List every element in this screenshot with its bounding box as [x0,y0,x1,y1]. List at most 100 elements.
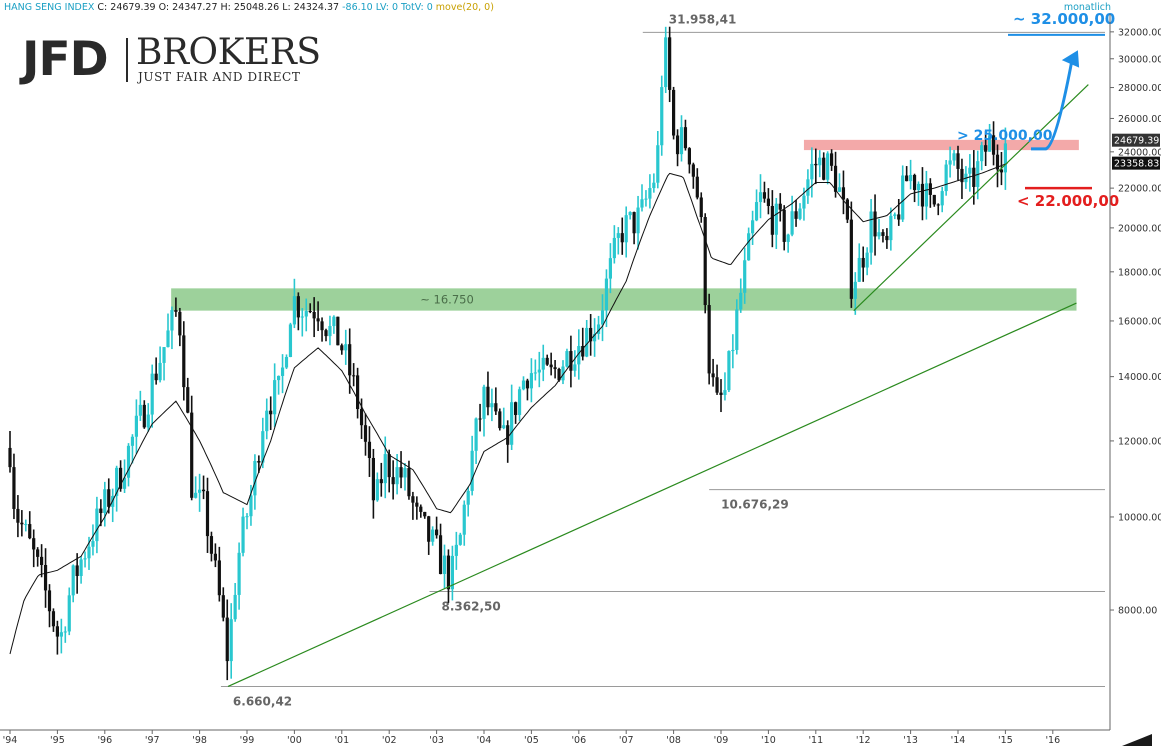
candle-down [936,204,940,206]
candle-up [774,203,778,235]
candle-down [178,311,182,336]
timeframe-label[interactable]: monatlich [1063,2,1111,13]
candle-up [679,127,684,155]
y-tick-label: 22000.00 [1118,184,1161,195]
candle-up [83,558,87,560]
candle-down [932,194,936,205]
candle-up [916,183,921,190]
price-label-text: 23358.83 [1114,159,1159,170]
candle-up [537,369,541,373]
candle-down [553,367,557,370]
candle-up [731,349,735,352]
resistance-zone [803,139,1079,151]
candle-up [517,389,522,415]
candle-down [186,387,190,413]
candle-up [837,187,842,192]
candle-up [948,160,952,165]
candle-down [423,511,427,517]
candle-down [32,538,36,550]
y-tick-label: 10000.00 [1118,512,1161,523]
candle-down [912,174,917,190]
y-tick-label: 30000.00 [1118,54,1161,65]
y-tick-label: 28000.00 [1118,83,1161,94]
candle-up [988,135,992,152]
candle-down [217,560,221,596]
candle-up [889,215,893,241]
x-tick-label: '14 [951,735,966,746]
candle-down [675,135,680,155]
candle-up [810,163,814,180]
candle-up [344,344,348,351]
candle-down [557,369,561,381]
candle-down [691,164,695,177]
candle-up [893,214,897,216]
candle-down [427,516,431,542]
candle-down [213,553,217,561]
logo-mark: JFD [22,32,109,87]
y-tick-label: 18000.00 [1118,267,1161,278]
candle-up [944,164,948,192]
candle-down [435,529,439,536]
candle-down [814,163,818,166]
candle-down [438,535,443,574]
x-tick-label: '95 [50,735,65,746]
candle-down [201,489,206,492]
candle-down [221,595,225,618]
candle-down [683,127,688,149]
scroll-arrow-icon[interactable] [1122,734,1152,746]
x-tick-label: '03 [429,735,444,746]
y-tick-label: 8000.00 [1118,606,1157,617]
candle-up [561,366,565,381]
candle-up [585,327,589,357]
candle-down [40,556,44,566]
candle-up [166,330,170,348]
candle-down [348,344,352,376]
candle-down [861,257,865,268]
candle-up [818,157,822,166]
x-tick-label: '94 [3,735,18,746]
candle-down [711,373,715,378]
support-zone-label: ~ 16.750 [420,292,474,306]
candle-up [648,188,652,199]
candle-down [632,212,636,234]
candle-down [672,89,676,136]
level-label: 10.676,29 [721,498,789,512]
x-tick-label: '96 [97,735,112,746]
candle-down [316,318,320,322]
candle-up [573,364,577,371]
candle-up [233,594,237,620]
x-tick-label: '97 [145,735,160,746]
candle-up [857,257,861,282]
candle-up [565,351,569,367]
candle-up [802,195,806,209]
candle-down [36,549,40,557]
candle-down [336,316,340,346]
candle-down [205,491,210,537]
candle-down [415,502,419,507]
candle-down [51,611,56,627]
candle-down [707,305,711,374]
candle-up [150,373,154,415]
x-tick-label: '05 [524,735,539,746]
candle-up [288,324,293,357]
candle-up [482,386,486,419]
candle-up [328,326,332,337]
candle-up [739,292,743,310]
candle-up [644,198,648,200]
candle-up [158,362,162,381]
lv-value: LV: 0 [375,2,398,13]
symbol-name: HANG SENG INDEX [4,2,95,13]
x-tick-label: '07 [619,735,634,746]
candle-down [695,176,699,198]
candle-up [593,333,597,342]
candle-up [474,418,478,451]
candle-down [762,192,767,199]
candle-down [770,205,774,235]
candle-up [59,632,63,637]
candle-down [478,418,482,420]
candle-down [174,310,178,312]
candle-up [284,356,289,368]
candle-up [980,145,984,162]
x-tick-label: '13 [903,735,918,746]
